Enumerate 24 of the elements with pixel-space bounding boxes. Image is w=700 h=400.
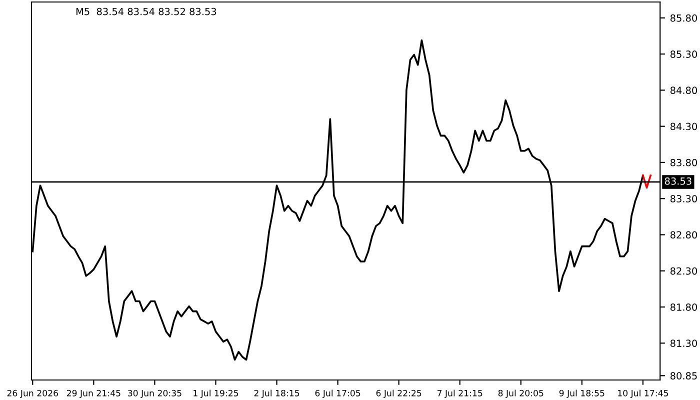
y-tick-label: 81.80 — [670, 303, 698, 311]
y-tick-label: 82.80 — [670, 231, 698, 239]
x-tick-label: 9 Jul 18:55 — [559, 390, 604, 398]
x-tick-label: 6 Jul 22:25 — [376, 390, 422, 398]
y-tick-label: 83.80 — [670, 158, 698, 166]
x-tick-label: 6 Jul 17:05 — [315, 390, 360, 398]
y-tick-label: 84.30 — [670, 122, 698, 130]
x-tick-label: 29 Jun 21:45 — [66, 390, 120, 398]
y-tick-label: 81.30 — [670, 340, 698, 347]
x-tick-label: 30 Jun 20:35 — [128, 390, 182, 398]
y-tick-label: 82.30 — [670, 267, 698, 275]
ref-line-label: 83.53 — [664, 177, 692, 185]
y-tick-label: 85.80 — [670, 14, 698, 22]
x-tick-label: 2 Jul 18:15 — [254, 390, 300, 398]
x-tick-label: 7 Jul 21:15 — [437, 390, 482, 398]
y-tick-label: 83.30 — [670, 195, 698, 202]
x-tick-label: 26 Jun 2026 — [7, 390, 58, 398]
y-tick-label: 84.80 — [670, 86, 698, 94]
y-tick-label: 85.30 — [670, 50, 698, 58]
x-tick-label: 8 Jul 20:05 — [498, 390, 544, 398]
y-tick-label: 80.85 — [670, 372, 697, 380]
x-tick-label: 10 Jul 17:45 — [618, 390, 668, 398]
x-tick-label: 1 Jul 19:25 — [194, 390, 238, 398]
chart-title: M5 83.54 83.54 83.52 83.53 — [76, 8, 216, 16]
